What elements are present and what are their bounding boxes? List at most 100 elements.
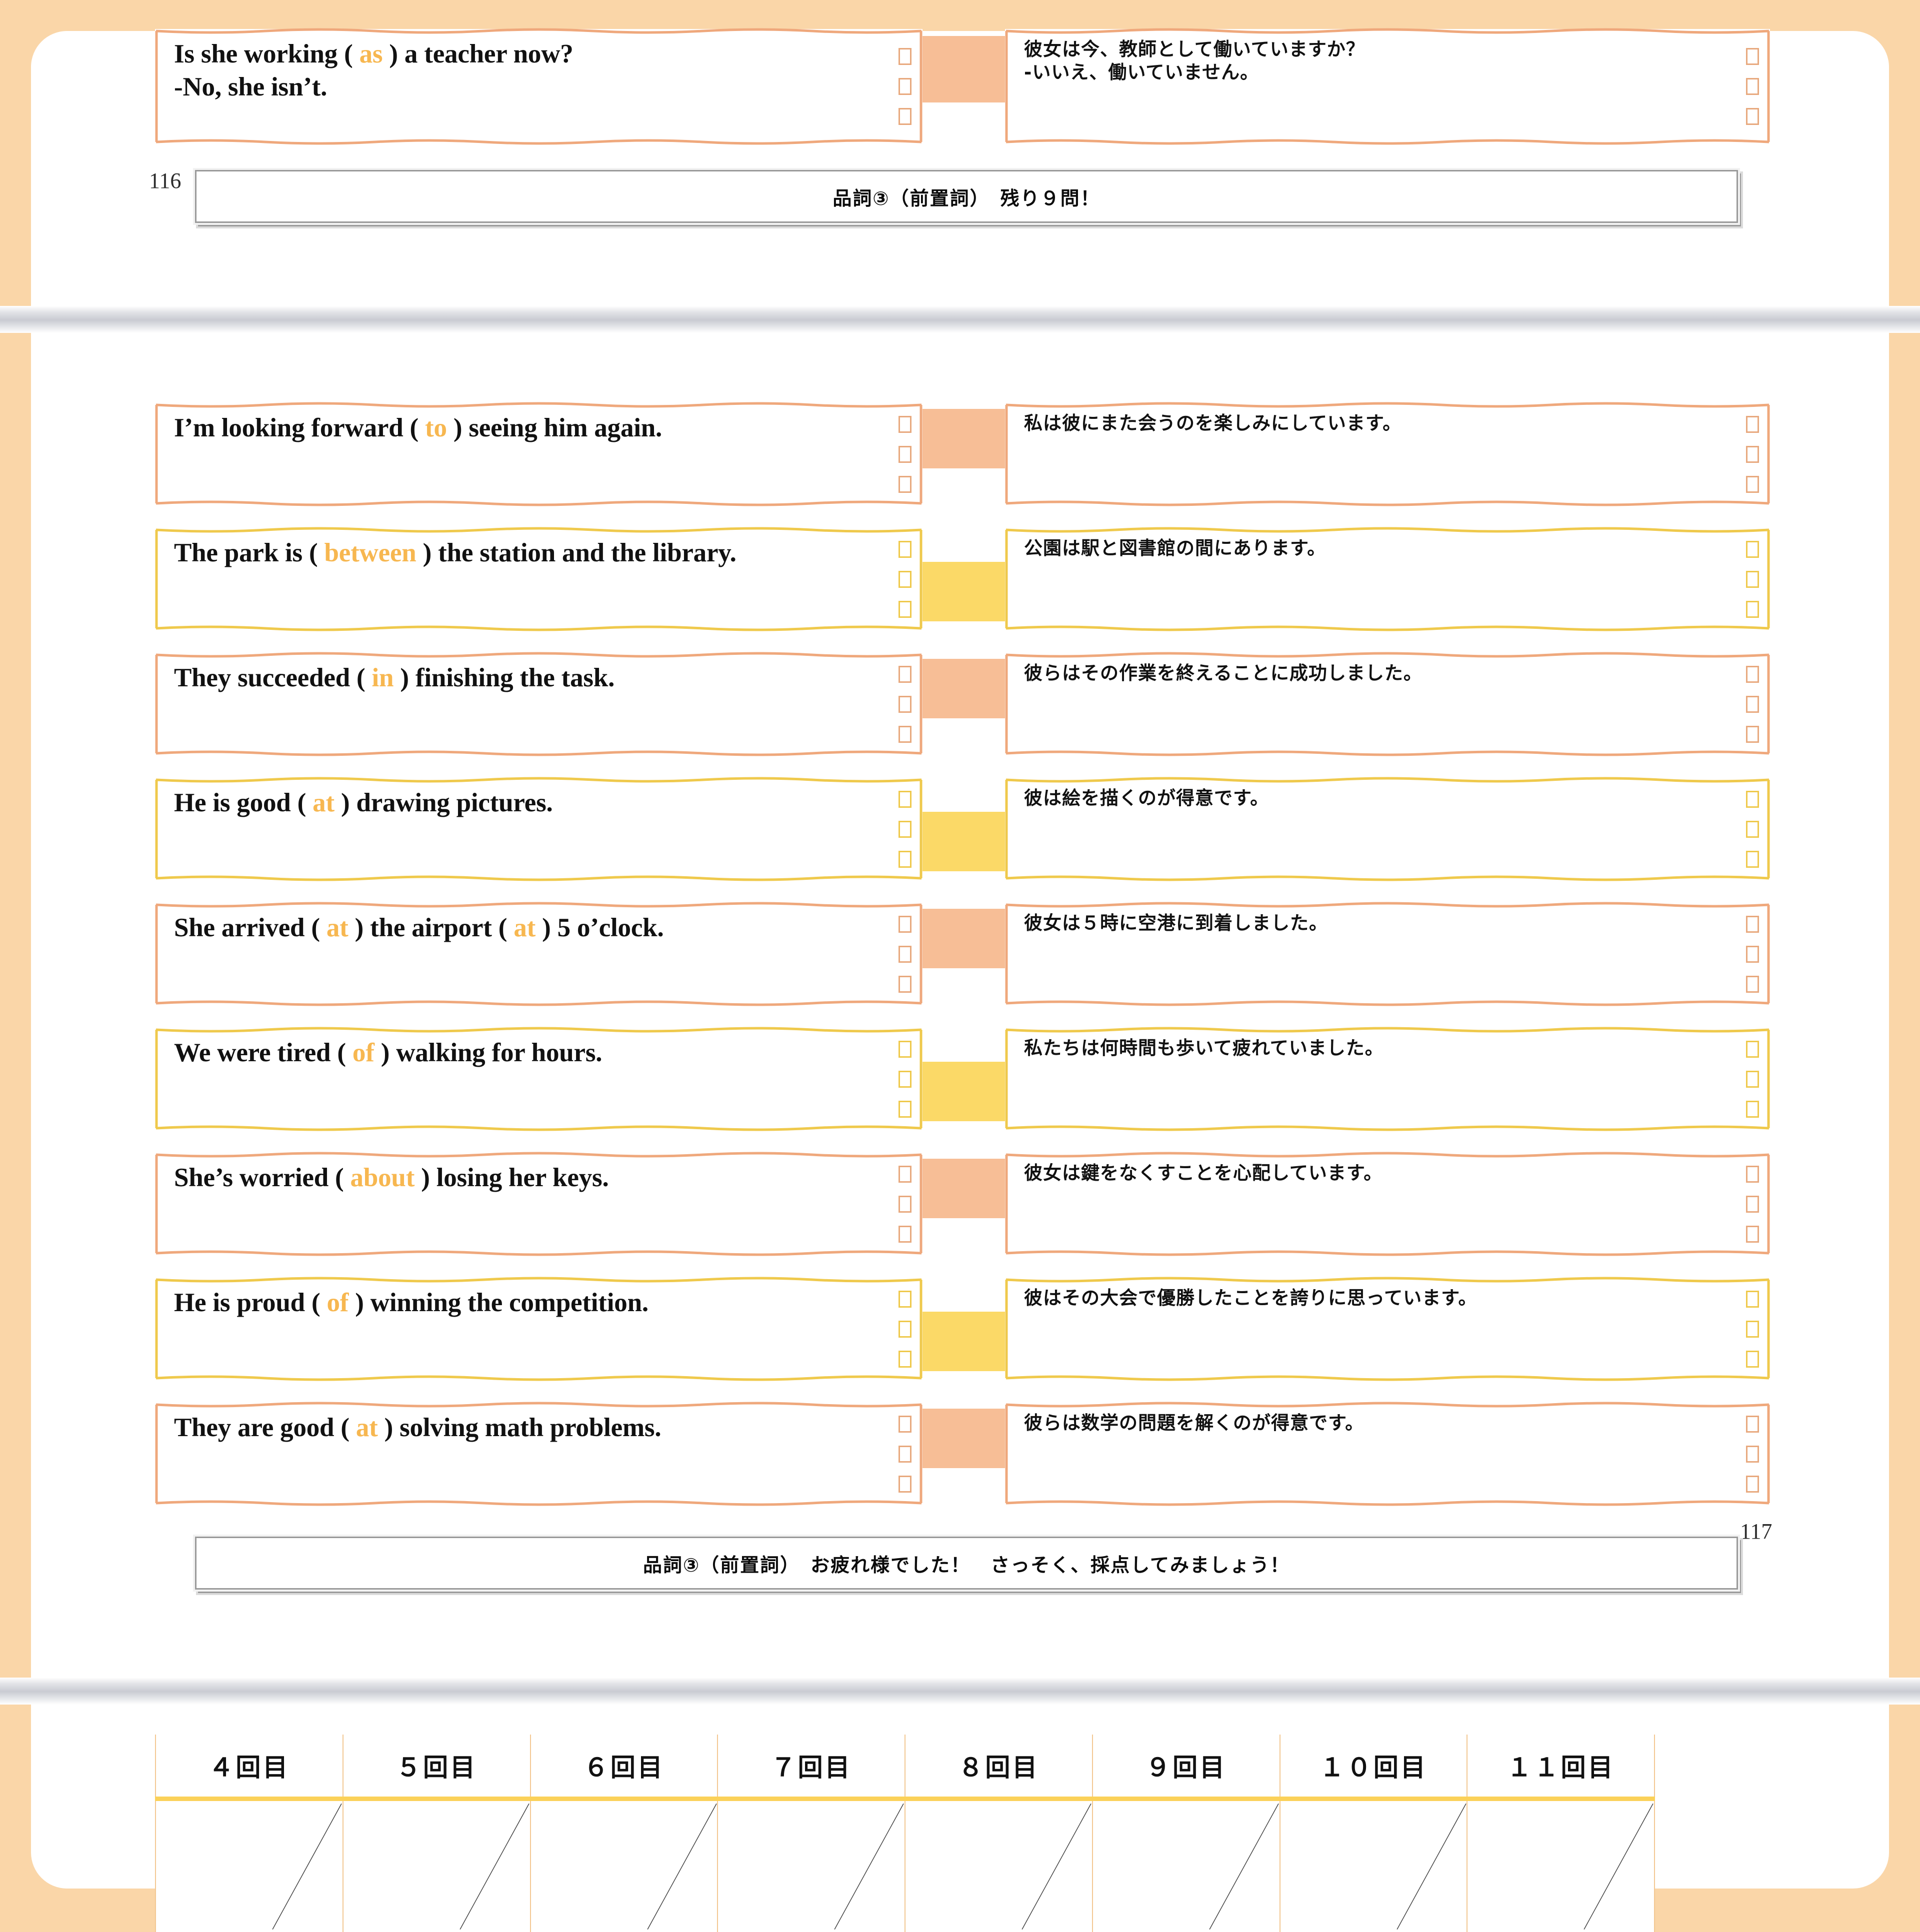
english-sentence-card[interactable]: The park is ( between ) the station and …	[155, 528, 922, 630]
checkbox[interactable]	[898, 1166, 912, 1183]
checkbox[interactable]	[1746, 1321, 1759, 1338]
english-sentence-card[interactable]: They are good ( at ) solving math proble…	[155, 1403, 922, 1505]
checkbox[interactable]	[1746, 78, 1759, 95]
japanese-translation-card[interactable]: 私たちは何時間も歩いて疲れていました。	[1005, 1028, 1770, 1130]
checkbox[interactable]	[1746, 1101, 1759, 1118]
checkbox[interactable]	[1746, 726, 1759, 743]
table-score-cell[interactable]	[718, 1799, 905, 1932]
checkbox-group[interactable]	[898, 916, 912, 993]
checkbox-group[interactable]	[1746, 541, 1759, 618]
japanese-translation-card[interactable]: 彼女は５時に空港に到着しました。	[1005, 903, 1770, 1005]
checkbox[interactable]	[898, 1101, 912, 1118]
checkbox[interactable]	[898, 1226, 912, 1243]
checkbox[interactable]	[1746, 666, 1759, 683]
checkbox[interactable]	[1746, 1166, 1759, 1183]
english-sentence-card[interactable]: She arrived ( at ) the airport ( at ) 5 …	[155, 903, 922, 1005]
english-sentence-card[interactable]: He is proud ( of ) winning the competiti…	[155, 1278, 922, 1380]
checkbox[interactable]	[1746, 416, 1759, 433]
checkbox[interactable]	[898, 476, 912, 493]
checkbox[interactable]	[1746, 1226, 1759, 1243]
checkbox[interactable]	[1746, 696, 1759, 713]
checkbox[interactable]	[1746, 1476, 1759, 1493]
checkbox-group[interactable]	[898, 666, 912, 743]
english-sentence-card[interactable]: She’s worried ( about ) losing her keys.	[155, 1153, 922, 1255]
checkbox-group[interactable]	[1746, 1041, 1759, 1118]
checkbox[interactable]	[898, 1041, 912, 1058]
english-sentence-card[interactable]: He is good ( at ) drawing pictures.	[155, 778, 922, 880]
japanese-translation-card[interactable]: 私は彼にまた会うのを楽しみにしています。	[1005, 403, 1770, 505]
checkbox[interactable]	[1746, 1196, 1759, 1213]
checkbox[interactable]	[898, 696, 912, 713]
checkbox-group[interactable]	[898, 1291, 912, 1368]
checkbox[interactable]	[1746, 851, 1759, 868]
checkbox[interactable]	[1746, 541, 1759, 558]
checkbox[interactable]	[898, 541, 912, 558]
checkbox[interactable]	[898, 1071, 912, 1088]
checkbox-group[interactable]	[1746, 916, 1759, 993]
checkbox-group[interactable]	[898, 416, 912, 493]
table-score-cell[interactable]	[905, 1799, 1092, 1932]
checkbox[interactable]	[898, 1351, 912, 1368]
checkbox[interactable]	[1746, 1071, 1759, 1088]
japanese-translation-card[interactable]: 彼女は鍵をなくすことを心配しています。	[1005, 1153, 1770, 1255]
checkbox[interactable]	[898, 446, 912, 463]
checkbox[interactable]	[1746, 571, 1759, 588]
checkbox[interactable]	[898, 1476, 912, 1493]
checkbox[interactable]	[898, 851, 912, 868]
checkbox[interactable]	[1746, 1351, 1759, 1368]
checkbox-group[interactable]	[1746, 666, 1759, 743]
checkbox[interactable]	[1746, 601, 1759, 618]
checkbox-group[interactable]	[898, 1166, 912, 1243]
checkbox[interactable]	[898, 791, 912, 808]
checkbox[interactable]	[898, 726, 912, 743]
checkbox[interactable]	[1746, 791, 1759, 808]
checkbox[interactable]	[1746, 1041, 1759, 1058]
checkbox-group[interactable]	[1746, 48, 1759, 125]
table-score-cell[interactable]	[530, 1799, 718, 1932]
english-sentence-card[interactable]: They succeeded ( in ) finishing the task…	[155, 653, 922, 755]
checkbox[interactable]	[1746, 476, 1759, 493]
english-sentence-card[interactable]: Is she working ( as ) a teacher now?-No,…	[155, 29, 922, 144]
table-score-cell[interactable]	[1467, 1799, 1654, 1932]
checkbox[interactable]	[898, 416, 912, 433]
checkbox[interactable]	[1746, 1291, 1759, 1308]
japanese-translation-card[interactable]: 公園は駅と図書館の間にあります。	[1005, 528, 1770, 630]
checkbox-group[interactable]	[898, 1041, 912, 1118]
checkbox[interactable]	[898, 1446, 912, 1463]
checkbox[interactable]	[1746, 821, 1759, 838]
checkbox-group[interactable]	[1746, 1166, 1759, 1243]
japanese-translation-card[interactable]: 彼は絵を描くのが得意です。	[1005, 778, 1770, 880]
checkbox-group[interactable]	[898, 48, 912, 125]
checkbox[interactable]	[898, 571, 912, 588]
checkbox-group[interactable]	[1746, 1416, 1759, 1493]
checkbox[interactable]	[1746, 1416, 1759, 1433]
checkbox[interactable]	[898, 666, 912, 683]
japanese-translation-card[interactable]: 彼らはその作業を終えることに成功しました。	[1005, 653, 1770, 755]
english-sentence-card[interactable]: I’m looking forward ( to ) seeing him ag…	[155, 403, 922, 505]
japanese-translation-card[interactable]: 彼らは数学の問題を解くのが得意です。	[1005, 1403, 1770, 1505]
checkbox[interactable]	[898, 78, 912, 95]
checkbox[interactable]	[1746, 946, 1759, 963]
checkbox-group[interactable]	[1746, 416, 1759, 493]
checkbox[interactable]	[898, 601, 912, 618]
japanese-translation-card[interactable]: 彼女は今、教師として働いていますか？-いいえ、働いていません。	[1005, 29, 1770, 144]
checkbox[interactable]	[898, 108, 912, 125]
checkbox[interactable]	[898, 1291, 912, 1308]
checkbox-group[interactable]	[1746, 1291, 1759, 1368]
japanese-translation-card[interactable]: 彼はその大会で優勝したことを誇りに思っています。	[1005, 1278, 1770, 1380]
checkbox[interactable]	[1746, 446, 1759, 463]
checkbox[interactable]	[1746, 1446, 1759, 1463]
checkbox[interactable]	[1746, 916, 1759, 933]
checkbox[interactable]	[1746, 48, 1759, 65]
checkbox[interactable]	[898, 976, 912, 993]
checkbox[interactable]	[1746, 976, 1759, 993]
table-score-cell[interactable]	[156, 1799, 343, 1932]
checkbox[interactable]	[898, 946, 912, 963]
checkbox-group[interactable]	[898, 791, 912, 868]
checkbox[interactable]	[898, 1416, 912, 1433]
checkbox[interactable]	[898, 1196, 912, 1213]
checkbox[interactable]	[1746, 108, 1759, 125]
checkbox[interactable]	[898, 916, 912, 933]
checkbox-group[interactable]	[898, 1416, 912, 1493]
table-score-cell[interactable]	[343, 1799, 530, 1932]
